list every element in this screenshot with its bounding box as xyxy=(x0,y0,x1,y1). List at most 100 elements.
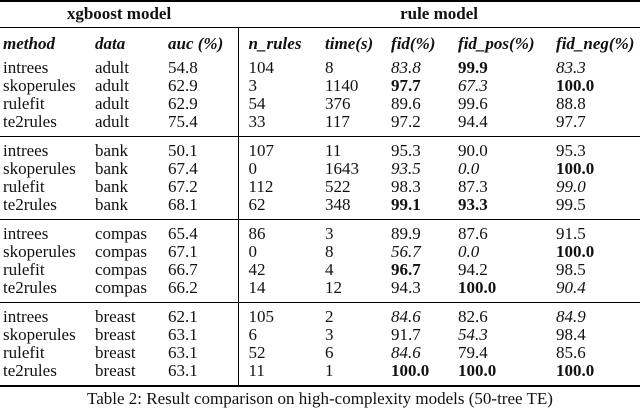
table-row: intrees breast 62.1 105 2 84.6 82.6 84.9 xyxy=(0,302,640,326)
table-row: skoperules adult 62.9 3 1140 97.7 67.3 100.0 xyxy=(0,77,640,95)
cell-auc: 67.1 xyxy=(168,243,198,261)
cell-fid: 89.9 xyxy=(391,224,421,243)
cell-data: compas xyxy=(95,224,147,243)
cell-fid: 99.1 xyxy=(391,196,421,214)
cell-time-s: 1140 xyxy=(325,77,359,95)
cell-time-s: 11 xyxy=(325,141,342,160)
cell-time-s: 8 xyxy=(325,58,334,77)
cell-auc: 62.9 xyxy=(168,95,198,113)
cell-time-s: 1 xyxy=(325,362,334,380)
dataset-block-adult: intrees adult 54.8 104 8 83.8 99.9 83.3 skoperul… xyxy=(0,54,640,137)
cell-time-s: 522 xyxy=(325,178,351,196)
cell-fid-pos: 0.0 xyxy=(458,243,480,261)
cell-time-s: 3 xyxy=(325,326,334,344)
cell-time-s: 2 xyxy=(325,307,334,326)
cell-method: rulefit xyxy=(3,261,45,279)
cell-fid-neg: 88.8 xyxy=(556,95,586,113)
cell-fid: 89.6 xyxy=(391,95,421,113)
cell-time-s: 348 xyxy=(325,196,351,214)
column-header-row: method data auc (%) n_rules time(s) fid(%) fid… xyxy=(0,27,640,54)
cell-fid: 94.3 xyxy=(391,279,421,297)
cell-n-rules: 11 xyxy=(237,362,323,386)
cell-time-s: 6 xyxy=(325,344,334,362)
cell-n-rules: 107 xyxy=(237,136,323,160)
cell-n-rules: 3 xyxy=(237,77,323,95)
cell-data: adult xyxy=(95,58,129,77)
cell-auc: 66.2 xyxy=(168,279,198,297)
cell-fid-neg: 97.7 xyxy=(556,113,586,131)
group-header-xgboost-model: xgboost model xyxy=(0,1,239,28)
cell-auc: 62.1 xyxy=(168,307,198,326)
cell-auc: 67.2 xyxy=(168,178,198,196)
results-table: xgboost model rule model method data auc (%… xyxy=(0,0,640,387)
table-row: te2rules adult 75.4 33 117 97.2 94.4 97.7 xyxy=(0,113,640,137)
column-header-method: method xyxy=(3,34,55,53)
cell-fid-pos: 0.0 xyxy=(458,160,480,178)
cell-method: te2rules xyxy=(3,279,57,297)
cell-fid-pos: 100.0 xyxy=(458,279,497,297)
table-row: skoperules compas 67.1 0 8 56.7 0.0 100.0 xyxy=(0,243,640,261)
group-header-rule-model: rule model xyxy=(238,1,640,28)
cell-fid-pos: 87.6 xyxy=(458,224,488,243)
cell-method: te2rules xyxy=(3,113,57,131)
table-row: te2rules breast 63.1 11 1 100.0 100.0 100.0 xyxy=(0,362,640,386)
table-row: intrees bank 50.1 107 11 95.3 90.0 95.3 xyxy=(0,136,640,160)
cell-fid-neg: 100.0 xyxy=(556,362,595,380)
cell-n-rules: 104 xyxy=(237,54,323,77)
cell-time-s: 1643 xyxy=(325,160,360,178)
cell-data: compas xyxy=(95,243,147,261)
cell-time-s: 117 xyxy=(325,113,350,131)
cell-auc: 67.4 xyxy=(168,160,198,178)
cell-fid-pos: 94.2 xyxy=(458,261,488,279)
cell-data: bank xyxy=(95,160,129,178)
cell-fid: 96.7 xyxy=(391,261,421,279)
cell-fid-neg: 83.3 xyxy=(556,58,586,77)
cell-method: rulefit xyxy=(3,95,45,113)
cell-method: skoperules xyxy=(3,77,76,95)
cell-fid-neg: 90.4 xyxy=(556,279,586,297)
cell-fid: 91.7 xyxy=(391,326,421,344)
cell-fid-pos: 93.3 xyxy=(458,196,488,214)
cell-n-rules: 54 xyxy=(237,95,323,113)
cell-data: bank xyxy=(95,178,129,196)
cell-auc: 63.1 xyxy=(168,344,198,362)
cell-method: skoperules xyxy=(3,160,76,178)
cell-auc: 68.1 xyxy=(168,196,198,214)
table-row: skoperules bank 67.4 0 1643 93.5 0.0 100.0 xyxy=(0,160,640,178)
cell-method: rulefit xyxy=(3,344,45,362)
column-header-data: data xyxy=(95,34,126,53)
cell-fid-neg: 84.9 xyxy=(556,307,586,326)
cell-time-s: 8 xyxy=(325,243,334,261)
cell-fid-neg: 91.5 xyxy=(556,224,586,243)
cell-fid-neg: 99.5 xyxy=(556,196,586,214)
cell-data: adult xyxy=(95,113,129,131)
table-row: intrees compas 65.4 86 3 89.9 87.6 91.5 xyxy=(0,219,640,243)
cell-fid: 97.7 xyxy=(391,77,421,95)
cell-auc: 50.1 xyxy=(168,141,198,160)
cell-method: rulefit xyxy=(3,178,45,196)
cell-method: intrees xyxy=(3,58,49,77)
cell-fid-pos: 79.4 xyxy=(458,344,488,362)
cell-method: te2rules xyxy=(3,362,57,380)
cell-fid: 93.5 xyxy=(391,160,421,178)
table-caption: Table 2: Result comparison on high-compl… xyxy=(87,389,553,408)
cell-method: te2rules xyxy=(3,196,57,214)
table-header: xgboost model rule model method data auc (%… xyxy=(0,1,640,54)
cell-fid: 98.3 xyxy=(391,178,421,196)
dataset-block-compas: intrees compas 65.4 86 3 89.9 87.6 91.5 skoperul… xyxy=(0,219,640,303)
cell-method: skoperules xyxy=(3,243,76,261)
cell-data: breast xyxy=(95,326,136,344)
cell-fid: 56.7 xyxy=(391,243,421,261)
cell-data: adult xyxy=(95,77,129,95)
cell-method: skoperules xyxy=(3,326,76,344)
cell-fid: 84.6 xyxy=(391,307,421,326)
table-row: rulefit breast 63.1 52 6 84.6 79.4 85.6 xyxy=(0,344,640,362)
cell-data: breast xyxy=(95,344,136,362)
column-header-time-s: time(s) xyxy=(325,34,374,53)
cell-fid-neg: 85.6 xyxy=(556,344,586,362)
cell-fid-neg: 98.5 xyxy=(556,261,586,279)
cell-time-s: 3 xyxy=(325,224,334,243)
cell-fid-neg: 98.4 xyxy=(556,326,586,344)
cell-data: adult xyxy=(95,95,129,113)
cell-n-rules: 42 xyxy=(237,261,323,279)
